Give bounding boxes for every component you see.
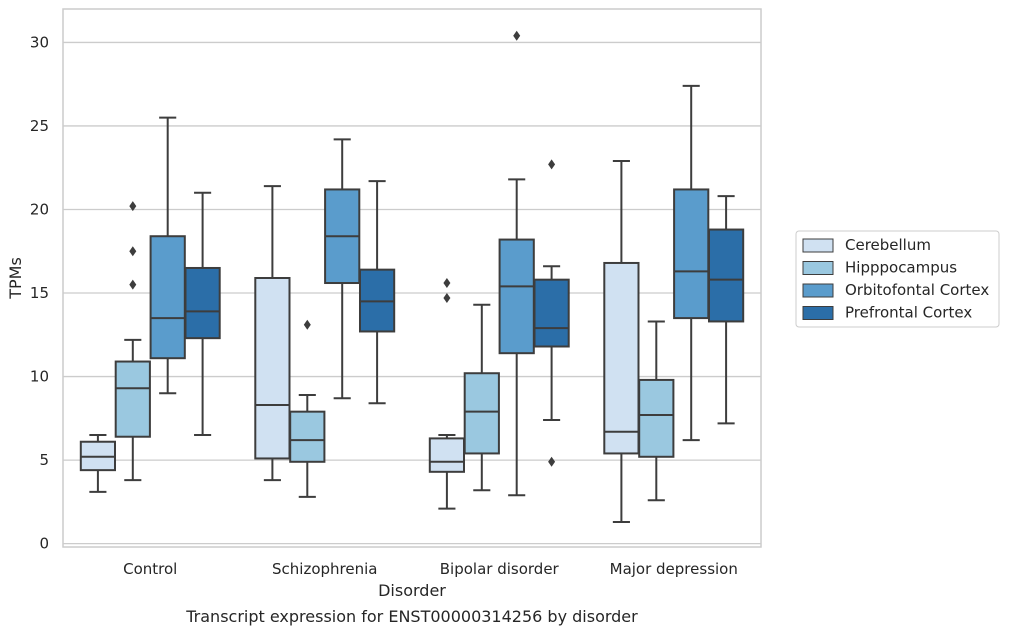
outlier-point (129, 201, 137, 212)
legend-swatch (802, 238, 834, 253)
x-tick-label: Major depression (610, 560, 738, 578)
box-orbitofontal-cortex (673, 84, 710, 442)
y-axis-ticks: 0 5 10 15 20 25 30 (30, 33, 49, 552)
box-hipppocampus (289, 319, 326, 498)
box-body (463, 372, 500, 455)
outlier-point (129, 246, 137, 257)
box-cerebellum (79, 434, 117, 493)
outlier-point (548, 159, 556, 170)
box-cerebellum (254, 185, 291, 482)
x-tick-label: Schizophrenia (272, 560, 377, 578)
box-body (184, 266, 221, 340)
outlier-point (303, 319, 311, 330)
outlier-point (513, 30, 521, 41)
box-hipppocampus (114, 201, 151, 482)
box-body (603, 261, 640, 455)
box-cerebellum (428, 278, 466, 510)
box-hipppocampus (463, 303, 500, 492)
box-hipppocampus (638, 320, 675, 502)
chart-caption: Transcript expression for ENST0000031425… (185, 607, 638, 626)
legend-label: Prefrontal Cortex (845, 304, 972, 322)
box-body (673, 188, 710, 320)
y-tick-label: 25 (30, 117, 49, 135)
x-tick-label: Bipolar disorder (440, 560, 560, 578)
box-body (254, 277, 291, 460)
outlier-point (443, 293, 451, 304)
y-tick-label: 5 (39, 451, 49, 469)
box-prefrontal-cortex (533, 159, 570, 467)
box-body (149, 235, 186, 360)
box-body (289, 410, 326, 463)
y-axis-label: TPMs (6, 257, 25, 300)
box-cerebellum (603, 160, 640, 523)
box-series (79, 30, 745, 523)
outlier-point (129, 279, 137, 290)
legend-label: Hipppocampus (845, 259, 957, 277)
legend-swatch (802, 306, 834, 320)
y-tick-label: 20 (30, 200, 49, 218)
box-prefrontal-cortex (707, 195, 745, 425)
x-axis-label: Disorder (378, 581, 446, 600)
x-axis-ticks: Control Schizophrenia Bipolar disorder Majo… (123, 560, 738, 578)
box-orbitofontal-cortex (324, 138, 361, 400)
legend-label: Orbitofontal Cortex (845, 281, 989, 299)
box-body (638, 378, 675, 458)
legend-frame (795, 230, 1000, 328)
box-body (114, 360, 151, 438)
box-body (498, 238, 535, 355)
grid-lines (63, 41, 761, 545)
box-body (533, 278, 570, 348)
legend: Cerebellum Hipppocampus Orbitofontal Corte… (795, 230, 1000, 328)
legend-swatch (802, 261, 834, 275)
box-body (428, 437, 466, 473)
x-tick-label: Control (123, 560, 177, 578)
legend-label: Cerebellum (845, 236, 931, 254)
y-tick-label: 10 (30, 368, 49, 386)
outlier-point (548, 456, 556, 467)
y-tick-label: 15 (30, 284, 49, 302)
box-orbitofontal-cortex (498, 30, 535, 497)
outlier-point (443, 278, 451, 289)
box-body (707, 228, 745, 323)
y-tick-label: 0 (39, 535, 49, 553)
y-tick-label: 30 (30, 33, 49, 51)
box-prefrontal-cortex (358, 180, 396, 405)
box-prefrontal-cortex (184, 191, 221, 437)
legend-swatch (802, 283, 834, 298)
